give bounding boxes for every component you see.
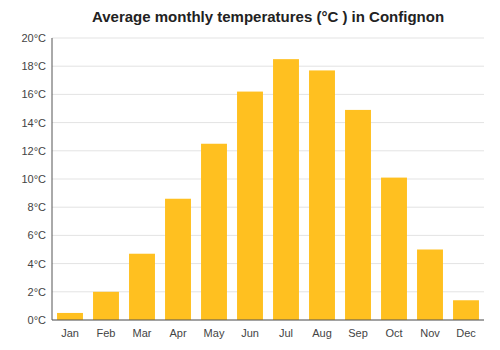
bar	[165, 199, 191, 320]
y-tick-label: 18°C	[21, 60, 46, 72]
x-tick-label: Sep	[348, 327, 368, 339]
bar	[273, 59, 299, 320]
bar	[57, 313, 83, 320]
x-tick-labels: Jan Feb Mar Apr May Jun Jul Aug Sep Oct Nov Dec	[61, 327, 476, 339]
y-tick-label: 0°C	[28, 314, 47, 326]
y-tick-label: 12°C	[21, 145, 46, 157]
x-tick-label: Feb	[97, 327, 116, 339]
y-tick-label: 16°C	[21, 88, 46, 100]
grid-line	[52, 179, 484, 180]
x-tick-label: Mar	[133, 327, 152, 339]
x-tick-label: Apr	[169, 327, 186, 339]
bar	[93, 292, 119, 320]
x-tick-label: Dec	[456, 327, 476, 339]
grid-line	[52, 207, 484, 208]
grid-line	[52, 320, 484, 321]
y-axis-line	[52, 38, 53, 320]
y-tick-label: 14°C	[21, 117, 46, 129]
x-tick-label: Nov	[420, 327, 440, 339]
y-tick-label: 20°C	[21, 32, 46, 44]
bar	[381, 178, 407, 320]
x-tick-label: Jun	[241, 327, 259, 339]
y-tick-label: 4°C	[28, 258, 47, 270]
grid-line	[52, 38, 484, 39]
x-tick-label: Jul	[279, 327, 293, 339]
grid-line	[52, 66, 484, 67]
grid-line	[52, 94, 484, 95]
bar	[453, 300, 479, 320]
grid-line	[52, 150, 484, 151]
bar	[345, 110, 371, 320]
bar	[417, 250, 443, 321]
x-tick-label: Jan	[61, 327, 79, 339]
bar	[201, 144, 227, 320]
bars	[57, 59, 479, 320]
chart: Average monthly temperatures (°C ) in Co…	[0, 0, 500, 350]
y-grid	[52, 38, 484, 320]
grid-line	[52, 122, 484, 123]
y-tick-label: 10°C	[21, 173, 46, 185]
bar	[309, 70, 335, 320]
title: Average monthly temperatures (°C ) in Co…	[92, 8, 444, 25]
x-tick-label: Oct	[385, 327, 402, 339]
grid-line	[52, 235, 484, 236]
y-tick-label: 8°C	[28, 201, 47, 213]
y-tick-labels: 0°C 2°C 4°C 6°C 8°C 10°C 12°C 14°C 16°C 18°C 20°C	[21, 32, 46, 326]
bar	[129, 254, 155, 320]
x-tick-label: May	[204, 327, 225, 339]
y-tick-label: 6°C	[28, 229, 47, 241]
bar	[237, 92, 263, 320]
x-axis-line	[52, 320, 484, 321]
y-tick-label: 2°C	[28, 286, 47, 298]
x-tick-label: Aug	[312, 327, 332, 339]
